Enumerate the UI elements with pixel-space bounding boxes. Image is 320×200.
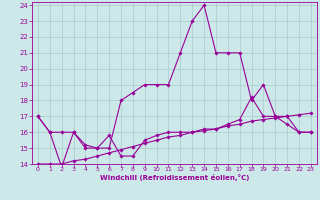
X-axis label: Windchill (Refroidissement éolien,°C): Windchill (Refroidissement éolien,°C) [100, 174, 249, 181]
